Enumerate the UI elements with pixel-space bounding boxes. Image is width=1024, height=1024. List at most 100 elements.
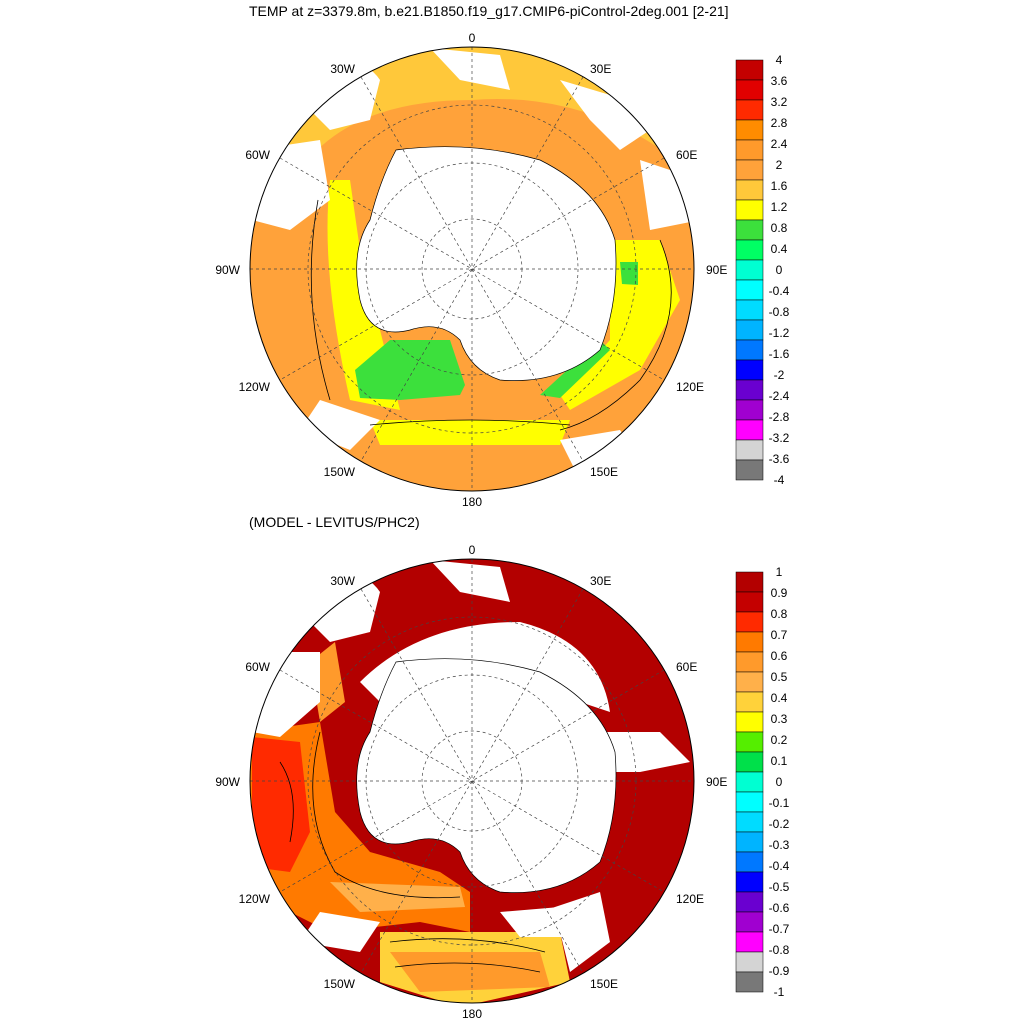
lon-label-0: 0: [469, 543, 476, 557]
missing-region: [540, 892, 610, 972]
difference-colorbar: 1 0.9 0.8 0.7 0.6 0.5 0.4 0.3 0.2 0.1 0 -0.1 -0.2 -0.…: [735, 565, 790, 999]
colorbar-label: -3.2: [769, 431, 790, 445]
band-0.5-ross: [330, 882, 465, 912]
contour-line: [394, 962, 541, 973]
lon-label-120e: 120E: [676, 892, 704, 906]
lon-label-60e: 60E: [676, 660, 697, 674]
colorbar-swatch: [735, 259, 764, 281]
lon-label-60w: 60W: [245, 660, 270, 674]
difference-subtitle: (MODEL - LEVITUS/PHC2): [249, 514, 420, 530]
lon-label-150w: 150W: [324, 465, 356, 479]
temperature-colorbar: 4 3.6 3.2 2.8 2.4 2 1.6 1.2 0.8 0.4 0 -0.4 -0.8 -1.2 -…: [735, 53, 790, 487]
band-0.8-east-patch: [620, 262, 638, 285]
lon-label-90w: 90W: [215, 775, 240, 789]
colorbar-swatch: [735, 971, 764, 993]
colorbar-label: -2.4: [769, 389, 790, 403]
colorbar-swatch: [735, 891, 764, 913]
missing-region: [430, 48, 510, 90]
missing-region: [600, 732, 690, 772]
colorbar-label: -1: [774, 985, 785, 999]
colorbar-swatch: [735, 831, 764, 853]
colorbar-label: -0.3: [769, 838, 790, 852]
band-0.6-south: [390, 952, 550, 992]
contour-line: [369, 419, 571, 426]
colorbar-label: 1: [776, 565, 783, 579]
lon-label-120w: 120W: [239, 380, 271, 394]
difference-polar-map: 0 30W 60W 90W 120W 150W 180 30E 60E 90E …: [215, 543, 790, 1021]
colorbar-label: -2.8: [769, 410, 790, 424]
colorbar-swatch: [735, 59, 764, 81]
colorbar-label: -0.6: [769, 901, 790, 915]
lon-label-60w: 60W: [245, 148, 270, 162]
colorbar-label: 0.4: [771, 242, 788, 256]
colorbar-swatch: [735, 399, 764, 421]
colorbar-label: 0.6: [771, 649, 788, 663]
colorbar-swatch: [735, 199, 764, 221]
colorbar-swatch: [735, 439, 764, 461]
contour-line: [279, 761, 294, 843]
colorbar-label: -0.5: [769, 880, 790, 894]
lon-label-30w: 30W: [330, 62, 355, 76]
temperature-polar-map: 0 30W 60W 90W 120W 150W 180 30E 60E 90E …: [215, 31, 790, 509]
colorbar-label: -0.2: [769, 817, 790, 831]
lon-label-150e: 150E: [590, 465, 618, 479]
colorbar-swatch: [735, 419, 764, 441]
colorbar-label: 0.9: [771, 586, 788, 600]
colorbar-swatch: [735, 771, 764, 793]
colorbar-label: 2.4: [771, 137, 788, 151]
colorbar-swatch: [735, 379, 764, 401]
colorbar-swatch: [735, 691, 764, 713]
colorbar-label: -0.7: [769, 922, 790, 936]
colorbar-swatch: [735, 611, 764, 633]
band-0.8-ross: [355, 340, 465, 400]
colorbar-label: 0.7: [771, 628, 788, 642]
lon-label-30e: 30E: [590, 62, 611, 76]
colorbar-label: 0.8: [771, 221, 788, 235]
colorbar-swatch: [735, 139, 764, 161]
colorbar-label: -2: [774, 368, 785, 382]
colorbar-label: 4: [776, 53, 783, 67]
lon-label-30e: 30E: [590, 574, 611, 588]
colorbar-swatch: [735, 651, 764, 673]
longitude-labels: 0 30W 60W 90W 120W 150W 180 30E 60E 90E …: [215, 31, 727, 509]
lon-label-180: 180: [462, 495, 482, 509]
colorbar-label: 0.8: [771, 607, 788, 621]
colorbar-swatch: [735, 731, 764, 753]
map-boundary: [249, 46, 695, 492]
missing-region: [430, 560, 510, 602]
lon-label-0: 0: [469, 31, 476, 45]
colorbar-swatch: [735, 359, 764, 381]
lon-label-30w: 30W: [330, 574, 355, 588]
missing-region: [560, 80, 650, 150]
colorbar-swatch: [735, 319, 764, 341]
colorbar-swatch: [735, 239, 764, 261]
graticule: [250, 559, 694, 1003]
colorbar-swatch: [735, 99, 764, 121]
contour-line: [389, 938, 546, 953]
colorbar-swatch: [735, 279, 764, 301]
colorbar-swatch: [735, 631, 764, 653]
colorbar-label: 2: [776, 158, 783, 172]
colorbar-swatch: [735, 811, 764, 833]
colorbar-swatch: [735, 871, 764, 893]
colorbar-swatch: [735, 591, 764, 613]
map-boundary: [249, 558, 695, 1004]
longitude-labels: 0 30W 60W 90W 120W 150W 180 30E 60E 90E …: [215, 543, 727, 1021]
colorbar-label: -1.6: [769, 347, 790, 361]
colorbar-swatch: [735, 911, 764, 933]
colorbar-swatch: [735, 931, 764, 953]
colorbar-swatch: [735, 79, 764, 101]
colorbar-swatch: [735, 219, 764, 241]
lon-label-150e: 150E: [590, 977, 618, 991]
colorbar-label: -0.8: [769, 305, 790, 319]
colorbar-swatch: [735, 299, 764, 321]
colorbar-label: -0.9: [769, 964, 790, 978]
contour-line: [559, 239, 672, 431]
colorbar-label: -4: [774, 473, 785, 487]
antarctic-coastline: [356, 658, 617, 893]
colorbar-swatch: [735, 571, 764, 593]
colorbar-label: 1.2: [771, 200, 788, 214]
colorbar-swatch: [735, 119, 764, 141]
antarctica-land: [356, 658, 616, 893]
antarctica-land: [356, 146, 616, 381]
